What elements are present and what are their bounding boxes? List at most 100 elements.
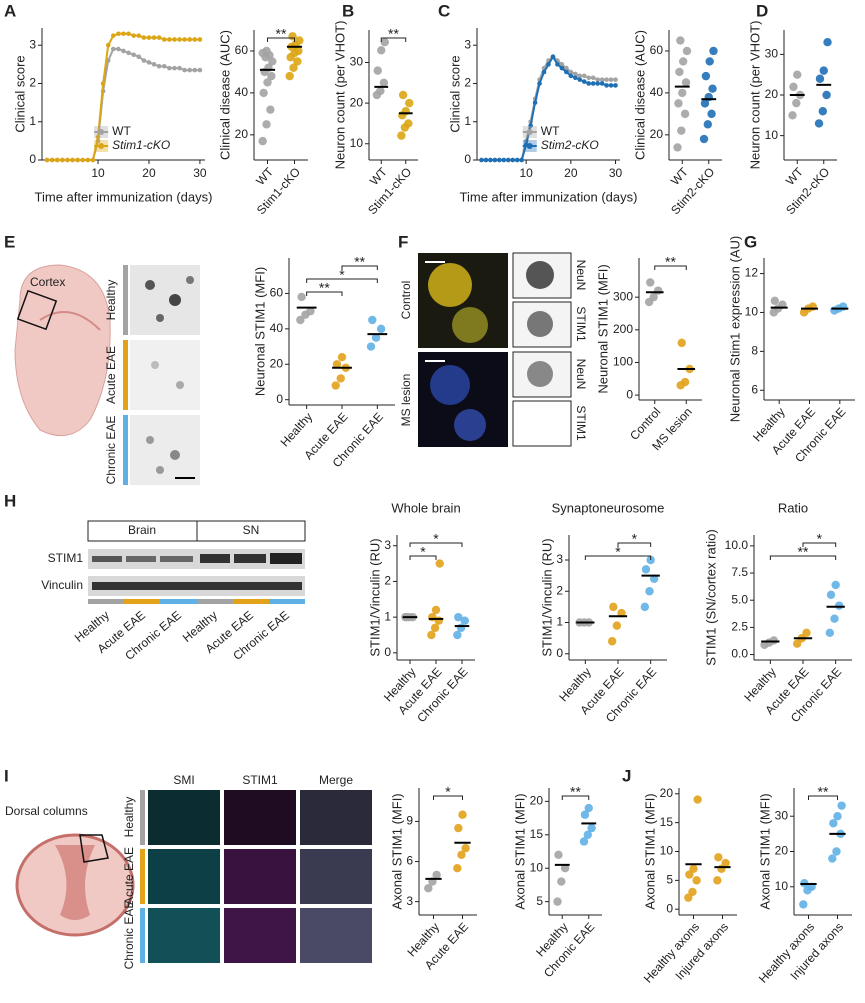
data-point bbox=[192, 67, 198, 73]
data-point bbox=[814, 119, 824, 128]
data-point bbox=[435, 559, 444, 568]
data-point bbox=[676, 36, 685, 45]
data-point bbox=[161, 37, 167, 42]
x-tick-label: WT bbox=[253, 164, 276, 188]
data-point bbox=[121, 48, 126, 54]
y-tick-label: 3 bbox=[464, 37, 471, 51]
data-point bbox=[721, 858, 730, 868]
data-point bbox=[599, 77, 605, 82]
data-point bbox=[332, 360, 342, 369]
data-point bbox=[136, 33, 142, 38]
data-point bbox=[595, 81, 600, 86]
data-point bbox=[541, 69, 547, 75]
significance-label: ** bbox=[319, 280, 330, 296]
data-point bbox=[607, 637, 617, 646]
data-point bbox=[583, 830, 593, 839]
y-tick-label: 20 bbox=[350, 95, 364, 109]
y-tick-label: 1 bbox=[556, 615, 563, 629]
panel-letter: E bbox=[4, 232, 15, 251]
y-tick-label: 8 bbox=[751, 344, 758, 358]
data-point bbox=[519, 157, 524, 163]
data-point bbox=[454, 612, 463, 622]
y-tick-label: 20 bbox=[270, 356, 284, 370]
data-point bbox=[653, 286, 663, 295]
significance-bracket bbox=[409, 555, 437, 560]
row-label: Acute EAE bbox=[104, 346, 118, 404]
data-point bbox=[590, 75, 596, 81]
data-point bbox=[703, 120, 713, 129]
y-axis-label: Axonal STIM1 (MFI) bbox=[512, 793, 527, 909]
data-point bbox=[573, 75, 578, 81]
data-point bbox=[376, 86, 385, 96]
y-axis-label: Clinical score bbox=[447, 55, 462, 132]
data-point bbox=[613, 83, 618, 88]
data-point bbox=[677, 338, 686, 348]
significance-label: ** bbox=[570, 784, 581, 800]
data-point bbox=[604, 77, 609, 82]
data-point bbox=[100, 81, 106, 86]
data-point bbox=[460, 616, 469, 625]
data-point bbox=[111, 46, 116, 52]
blot-group: Brain bbox=[128, 523, 156, 537]
y-tick-label: 10 bbox=[745, 305, 759, 319]
y-tick-label: 20 bbox=[775, 844, 789, 858]
y-tick-label: 0 bbox=[666, 901, 673, 915]
y-tick-label: 10 bbox=[775, 879, 789, 893]
significance-label: * bbox=[817, 531, 823, 547]
legend-key bbox=[526, 129, 533, 135]
y-tick-label: 0.0 bbox=[731, 647, 748, 661]
data-point bbox=[156, 35, 162, 40]
significance-bracket bbox=[808, 795, 838, 800]
data-point bbox=[700, 99, 710, 108]
data-point bbox=[371, 333, 381, 342]
data-point bbox=[397, 131, 406, 140]
significance-label: * bbox=[433, 531, 439, 547]
data-point bbox=[688, 887, 697, 897]
data-point bbox=[126, 50, 131, 56]
significance-label: ** bbox=[354, 254, 365, 270]
data-point bbox=[497, 157, 502, 163]
data-point bbox=[528, 123, 533, 128]
y-tick-label: 2 bbox=[464, 76, 471, 90]
y-tick-label: 2 bbox=[556, 583, 563, 597]
y-axis-label: Neuronal Stim1 expression (AU) bbox=[727, 236, 742, 422]
y-tick-label: 12 bbox=[745, 266, 759, 280]
data-point bbox=[673, 143, 682, 152]
data-point bbox=[146, 35, 152, 40]
data-point bbox=[649, 574, 659, 583]
data-point bbox=[689, 864, 698, 874]
data-point bbox=[182, 37, 187, 42]
y-tick-label: 30 bbox=[775, 808, 789, 822]
data-point bbox=[609, 602, 618, 612]
data-point bbox=[581, 73, 587, 79]
y-tick-label: 40 bbox=[235, 85, 249, 99]
data-point bbox=[75, 157, 80, 163]
data-point bbox=[573, 71, 578, 77]
significance-bracket bbox=[341, 265, 378, 270]
panel-letter: I bbox=[4, 766, 9, 785]
y-axis-label: Clinical score bbox=[12, 55, 27, 132]
y-axis-label: Neuronal STIM1 (MFI) bbox=[595, 264, 610, 393]
data-point bbox=[826, 590, 836, 599]
legend-label: WT bbox=[541, 124, 560, 138]
y-tick-label: 10 bbox=[350, 136, 364, 150]
data-point bbox=[678, 57, 688, 66]
data-point bbox=[793, 70, 802, 79]
data-point bbox=[289, 63, 298, 72]
y-tick-label: 10 bbox=[530, 860, 544, 874]
data-point bbox=[432, 870, 441, 880]
row-label: Control bbox=[399, 281, 413, 320]
data-point bbox=[172, 65, 177, 71]
y-tick-label: 0 bbox=[384, 645, 391, 659]
data-point bbox=[111, 33, 116, 38]
panel-letter: G bbox=[744, 232, 757, 251]
data-point bbox=[431, 605, 441, 615]
data-point bbox=[554, 850, 563, 860]
data-point bbox=[514, 157, 520, 163]
x-tick-label: WT bbox=[668, 164, 691, 188]
data-point bbox=[146, 60, 152, 65]
data-point bbox=[105, 42, 111, 48]
channel-label: Merge bbox=[319, 773, 353, 787]
data-point bbox=[818, 107, 828, 116]
significance-bracket bbox=[617, 542, 652, 547]
